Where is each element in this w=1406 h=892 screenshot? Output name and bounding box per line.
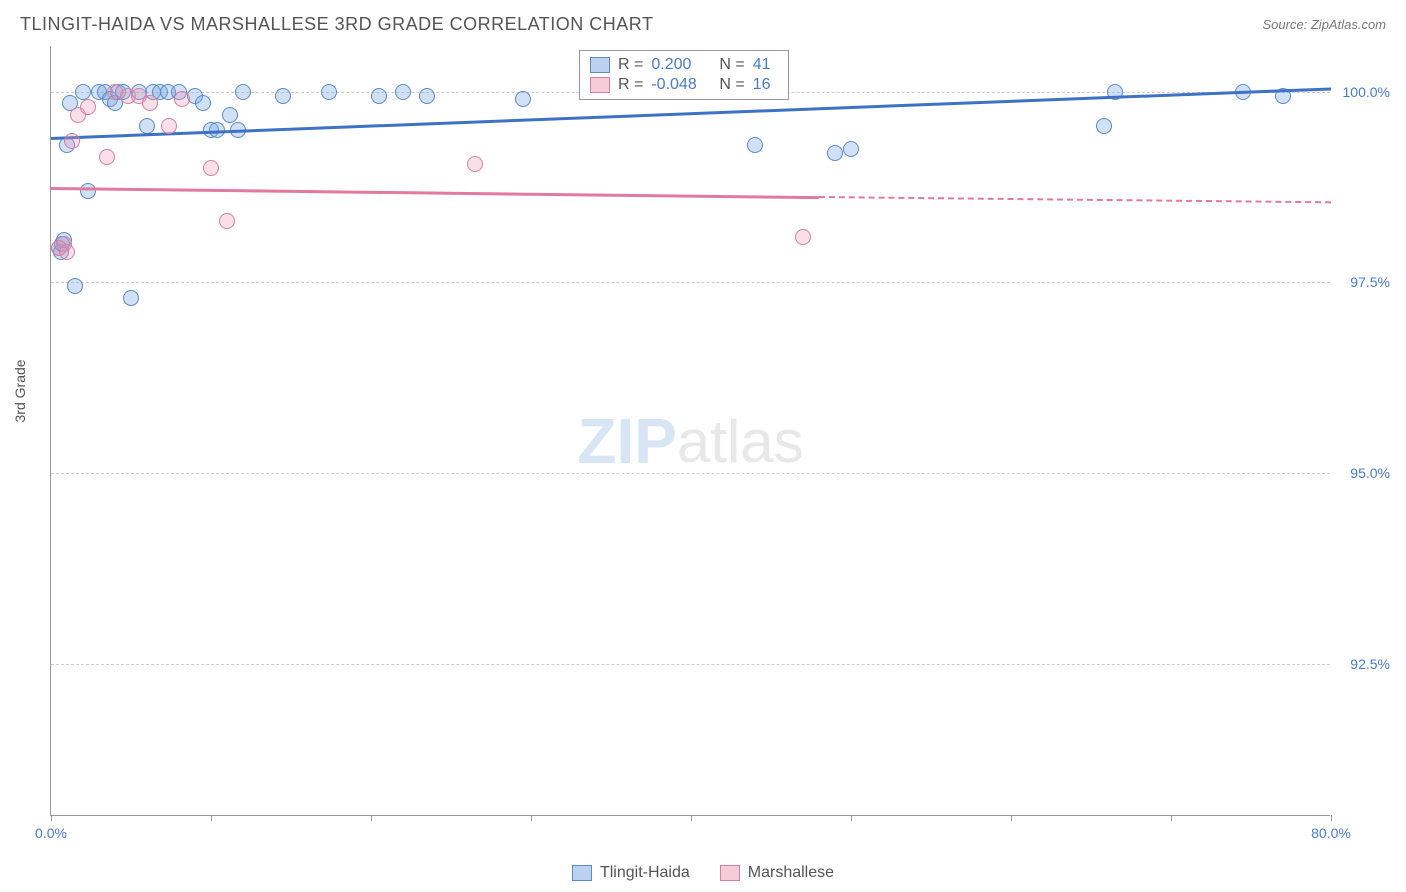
legend-r-value: 0.200 [651, 56, 711, 74]
legend-n-label: N = [719, 56, 744, 74]
gridline-h [51, 473, 1330, 474]
y-axis-label: 3rd Grade [12, 359, 28, 422]
x-tick [1011, 815, 1012, 821]
legend-n-value: 41 [753, 56, 778, 74]
legend-n-label: N = [719, 76, 744, 94]
scatter-point [467, 156, 483, 172]
gridline-h [51, 282, 1330, 283]
chart-container: 3rd Grade ZIPatlas 92.5%95.0%97.5%100.0%… [50, 40, 1386, 852]
scatter-point [67, 278, 83, 294]
scatter-point [222, 107, 238, 123]
scatter-point [203, 160, 219, 176]
svg-text:ZIPatlas: ZIPatlas [577, 405, 803, 477]
scatter-point [139, 118, 155, 134]
scatter-point [174, 91, 190, 107]
scatter-point [219, 213, 235, 229]
y-tick-label: 97.5% [1335, 274, 1390, 290]
chart-title: TLINGIT-HAIDA VS MARSHALLESE 3RD GRADE C… [20, 14, 653, 35]
plot-area: ZIPatlas 92.5%95.0%97.5%100.0%0.0%80.0%R… [50, 46, 1330, 816]
legend-row: R = 0.200 N = 41 [590, 55, 778, 75]
scatter-point [515, 91, 531, 107]
legend-series-name: Marshallese [748, 864, 834, 882]
x-tick-label: 0.0% [35, 825, 67, 841]
scatter-point [75, 84, 91, 100]
y-tick-label: 95.0% [1335, 465, 1390, 481]
correlation-legend: R = 0.200 N = 41 R = -0.048 N = 16 [579, 50, 789, 100]
scatter-point [142, 95, 158, 111]
legend-series-name: Tlingit-Haida [600, 864, 690, 882]
watermark: ZIPatlas [51, 46, 1330, 815]
legend-row: R = -0.048 N = 16 [590, 75, 778, 95]
scatter-point [80, 183, 96, 199]
x-tick [51, 815, 52, 821]
scatter-point [321, 84, 337, 100]
legend-r-label: R = [618, 56, 643, 74]
scatter-point [195, 95, 211, 111]
x-tick [851, 815, 852, 821]
legend-swatch [720, 865, 740, 881]
x-tick [691, 815, 692, 821]
source-label: Source: ZipAtlas.com [1262, 17, 1386, 32]
scatter-point [123, 290, 139, 306]
scatter-point [275, 88, 291, 104]
x-tick [1331, 815, 1332, 821]
legend-r-value: -0.048 [651, 76, 711, 94]
y-tick-label: 100.0% [1335, 84, 1390, 100]
x-tick [371, 815, 372, 821]
scatter-point [371, 88, 387, 104]
scatter-point [419, 88, 435, 104]
x-tick-label: 80.0% [1311, 825, 1351, 841]
scatter-point [161, 118, 177, 134]
legend-n-value: 16 [753, 76, 778, 94]
legend-swatch [572, 865, 592, 881]
x-tick [531, 815, 532, 821]
y-tick-label: 92.5% [1335, 656, 1390, 672]
scatter-point [80, 99, 96, 115]
scatter-point [235, 84, 251, 100]
scatter-point [59, 244, 75, 260]
x-tick [1171, 815, 1172, 821]
bottom-legend: Tlingit-Haida Marshallese [572, 864, 834, 882]
scatter-point [395, 84, 411, 100]
trendline [51, 187, 819, 199]
bottom-legend-item: Marshallese [720, 864, 834, 882]
scatter-point [843, 141, 859, 157]
scatter-point [795, 229, 811, 245]
scatter-point [827, 145, 843, 161]
scatter-point [64, 133, 80, 149]
trendline-extrapolated [819, 196, 1331, 203]
legend-r-label: R = [618, 76, 643, 94]
legend-swatch [590, 57, 610, 73]
scatter-point [99, 149, 115, 165]
legend-swatch [590, 77, 610, 93]
x-tick [211, 815, 212, 821]
bottom-legend-item: Tlingit-Haida [572, 864, 690, 882]
gridline-h [51, 664, 1330, 665]
scatter-point [1096, 118, 1112, 134]
scatter-point [747, 137, 763, 153]
